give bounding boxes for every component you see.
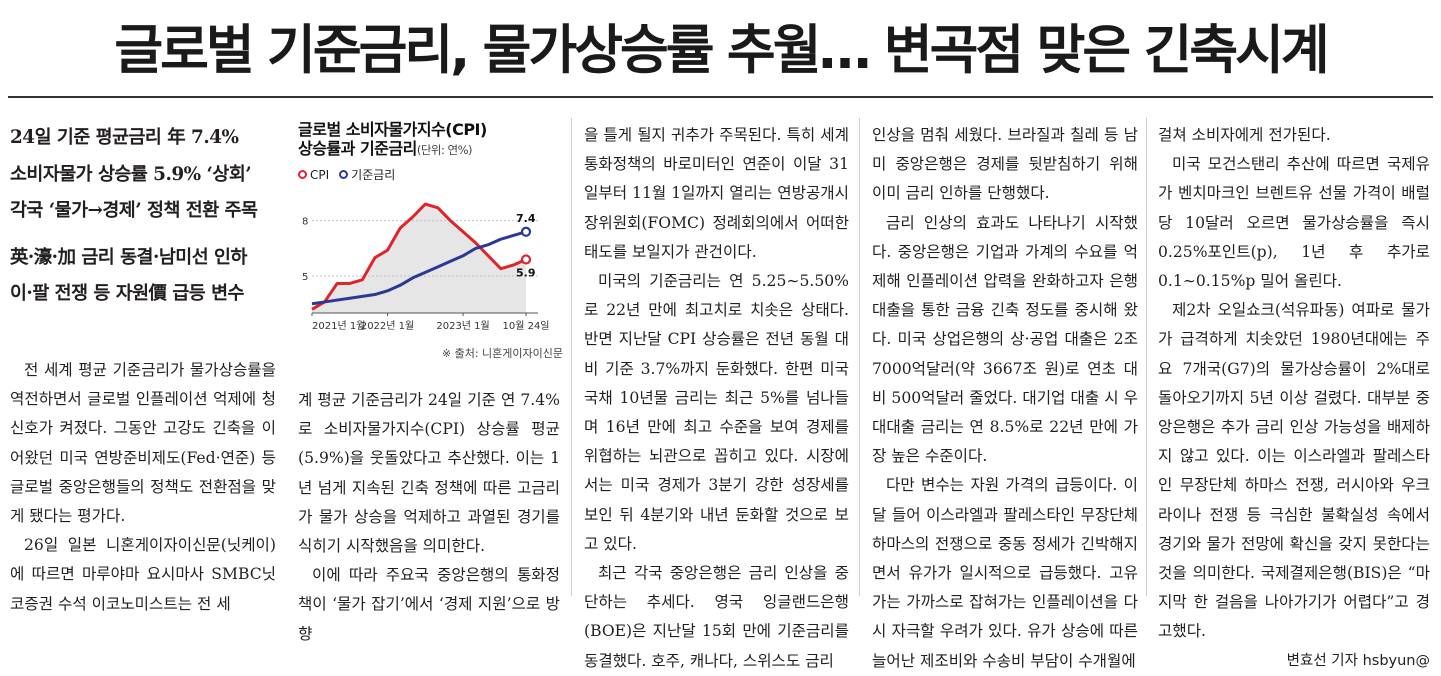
paragraph: 걸쳐 소비자에게 전가된다. xyxy=(1158,126,1331,144)
legend-item-cpi: CPI xyxy=(298,168,329,182)
x-tick-label: 2022년 1월 xyxy=(361,320,414,332)
legend-swatch-cpi xyxy=(298,170,307,179)
legend-label-cpi: CPI xyxy=(310,167,330,182)
chart-title-line2: 상승률과 기준금리 xyxy=(298,139,417,158)
paragraph: 26일 일본 니혼게이자이신문(닛케이)에 따르면 마루야마 요시마사 SMBC… xyxy=(10,536,276,613)
paragraph: 이에 따라 주요국 중앙은행의 통화정책이 ‘물가 잡기’에서 ‘경제 지원’으… xyxy=(298,566,560,643)
article-column-2: 계 평균 기준금리가 24일 기준 연 7.4%로 소비자물가지수(CPI) 상… xyxy=(298,386,560,649)
subhead-line: 이·팔 전쟁 등 자원價 급등 변수 xyxy=(10,283,244,304)
paragraph: 을 틀게 될지 귀추가 주목된다. 특히 세계 통화정책의 바로미터인 연준이 … xyxy=(584,126,849,261)
y-tick-label: 8 xyxy=(302,217,308,228)
rate-end-label: 7.4 xyxy=(516,212,536,225)
legend-swatch-rate xyxy=(339,170,349,179)
legend-item-rate: 기준금리 xyxy=(339,166,395,183)
x-tick-label: 10월 24일 xyxy=(502,320,549,332)
x-tick-label: 2021년 1월 xyxy=(312,320,365,332)
chart-box: 글로벌 소비자물가지수(CPI) 상승률과 기준금리(단위: 연%) CPI 기… xyxy=(298,120,563,372)
cpi-line xyxy=(311,202,527,311)
cpi-end-point xyxy=(520,254,532,265)
subhead-line: 소비자물가 상승률 5.9% ‘상회’ xyxy=(10,163,252,185)
y-tick-label: 5 xyxy=(302,272,308,283)
paragraph: 계 평균 기준금리가 24일 기준 연 7.4%로 소비자물가지수(CPI) 상… xyxy=(298,391,560,556)
chart-unit: (단위: 연%) xyxy=(416,143,473,157)
chart-legend: CPI 기준금리 xyxy=(298,166,563,183)
cpi-area xyxy=(312,204,526,313)
column-divider xyxy=(571,118,572,596)
legend-label-rate: 기준금리 xyxy=(351,168,396,182)
article-column-1: 전 세계 평균 기준금리가 물가상승률을 역전하면서 글로벌 인플레이션 억제에… xyxy=(10,356,276,619)
chart-source: ※ 출처: 니혼게이자이신문 xyxy=(441,347,563,360)
rate-end-point xyxy=(520,226,532,237)
subhead-line: 24일 기준 평균금리 年 7.4% xyxy=(10,127,239,148)
byline: 변효선 기자 hsbyun@ xyxy=(1286,652,1430,669)
column-divider xyxy=(1146,118,1147,596)
paragraph: 제2차 오일쇼크(석유파동) 여파로 물가가 급격하게 치솟았던 1980년대에… xyxy=(1158,301,1430,641)
subhead-line: 각국 ‘물가→경제’ 정책 전환 주목 xyxy=(10,200,258,221)
article-column-5: 걸쳐 소비자에게 전가된다. 미국 모건스탠리 추산에 따르면 국제유가 벤치마… xyxy=(1158,121,1430,676)
chart-title: 글로벌 소비자물가지수(CPI) 상승률과 기준금리(단위: 연%) xyxy=(298,120,563,160)
paragraph: 인상을 멈춰 세웠다. 브라질과 칠레 등 남미 중앙은행은 경제를 뒷받침하기… xyxy=(872,126,1138,203)
paragraph: 미국 모건스탠리 추산에 따르면 국제유가 벤치마크인 브렌트유 선물 가격이 … xyxy=(1158,155,1430,291)
paragraph: 전 세계 평균 기준금리가 물가상승률을 역전하면서 글로벌 인플레이션 억제에… xyxy=(10,361,276,526)
subheads: 24일 기준 평균금리 年 7.4% 소비자물가 상승률 5.9% ‘상회’ 각… xyxy=(10,120,276,313)
paragraph: 다만 변수는 자원 가격의 급등이다. 이달 들어 이스라엘과 팔레스타인 무장… xyxy=(872,476,1138,670)
subhead-line: 英·濠·加 금리 동결·남미선 인하 xyxy=(10,246,247,268)
cpi-end-label: 5.9 xyxy=(516,266,536,279)
x-tick-label: 2023년 1월 xyxy=(436,320,489,332)
paragraph: 금리 인상의 효과도 나타나기 시작했다. 중앙은행은 기업과 가계의 수요를 … xyxy=(872,213,1138,466)
paragraph: 최근 각국 중앙은행은 금리 인상을 중단하는 추세다. 영국 잉글랜드은행(B… xyxy=(584,564,849,670)
headline-rule xyxy=(8,96,1433,98)
chart-title-line1: 글로벌 소비자물가지수(CPI) xyxy=(298,120,487,139)
headline: 글로벌 기준금리, 물가상승률 추월… 변곡점 맞은 긴축시계 xyxy=(114,20,1329,81)
column-divider xyxy=(859,118,860,596)
rate-line xyxy=(311,230,527,306)
paragraph: 미국의 기준금리는 연 5.25∼5.50%로 22년 만에 최고치로 치솟은 … xyxy=(584,272,849,553)
article-column-3: 을 틀게 될지 귀추가 주목된다. 특히 세계 통화정책의 바로미터인 연준이 … xyxy=(584,121,849,676)
article-column-4: 인상을 멈춰 세웠다. 브라질과 칠레 등 남미 중앙은행은 경제를 뒷받침하기… xyxy=(872,121,1138,676)
